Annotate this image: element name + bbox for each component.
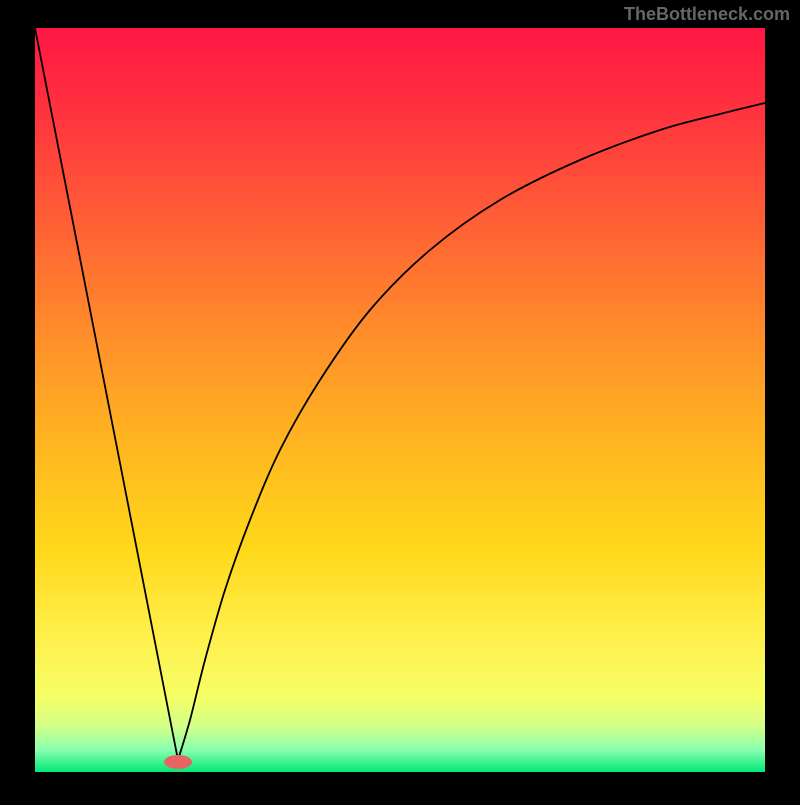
watermark-label: TheBottleneck.com — [624, 4, 790, 25]
frame-bottom — [0, 772, 800, 800]
frame-left — [0, 0, 35, 800]
optimal-marker — [164, 755, 192, 769]
bottleneck-chart — [0, 0, 800, 800]
chart-svg — [0, 0, 800, 800]
frame-right — [765, 0, 800, 800]
plot-background — [35, 28, 765, 772]
